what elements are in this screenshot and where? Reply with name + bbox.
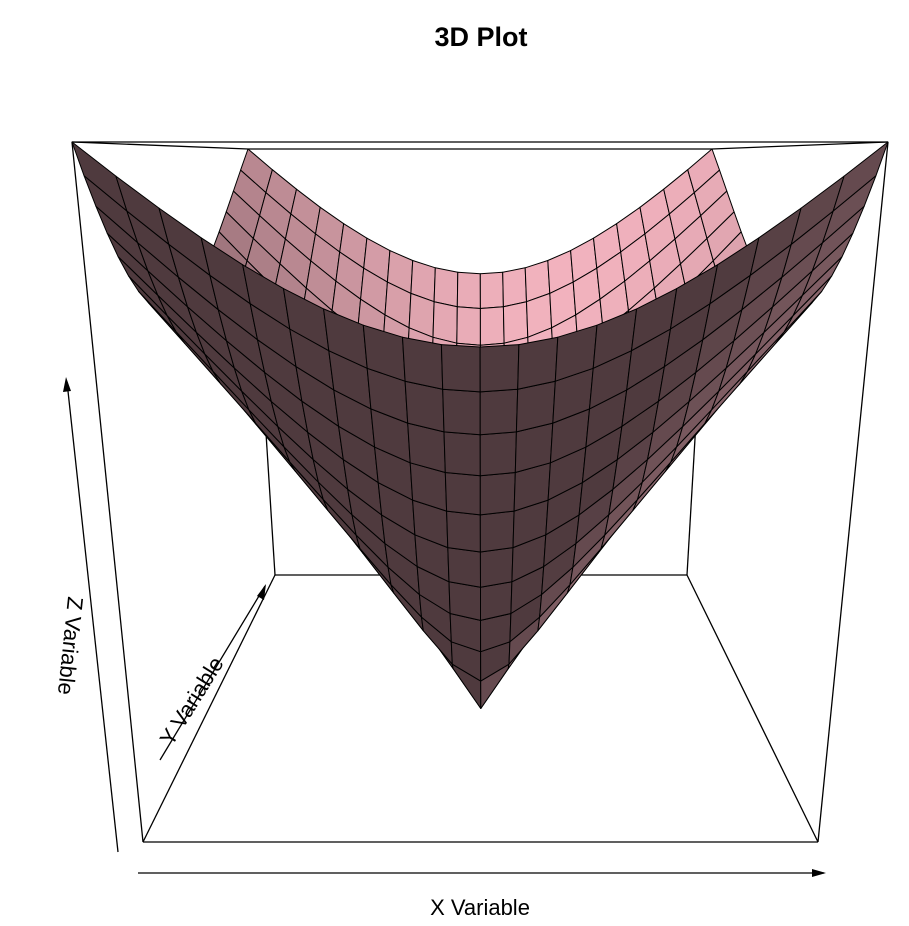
surface-facet	[479, 306, 505, 346]
surface-facet	[479, 547, 514, 588]
surface-facet	[402, 336, 444, 390]
surface-facet	[456, 306, 481, 346]
z-axis-arrow	[66, 381, 119, 853]
box-edge-front-right-vertical	[817, 141, 889, 843]
surface-facet	[448, 581, 481, 621]
surface-facet	[442, 388, 481, 436]
surface-facet	[440, 344, 481, 393]
surface-facet	[832, 141, 889, 212]
x-axis-label: X Variable	[430, 895, 530, 920]
box-edge-bottom-right	[686, 574, 819, 843]
surface-facet	[502, 301, 529, 344]
y-axis-label: Y Variable	[155, 652, 229, 750]
surface-facet	[447, 547, 481, 588]
surface-facet	[432, 301, 458, 344]
z-axis-label: Z Variable	[53, 595, 88, 696]
surface-facet	[444, 472, 481, 516]
front-box	[71, 141, 889, 843]
box-edge-bottom-left	[142, 574, 276, 843]
surface-facet	[479, 388, 519, 436]
surface-facet	[517, 336, 559, 390]
x-axis: X Variable	[138, 869, 826, 920]
surface-facet	[446, 510, 481, 553]
z-axis: Z Variable	[53, 377, 119, 853]
y-axis-arrowhead	[257, 584, 266, 600]
surface-facet	[479, 510, 515, 553]
surface-facet	[456, 271, 481, 309]
surface-facet	[479, 472, 516, 516]
box-edge-top-left	[71, 141, 249, 150]
surface-facet	[479, 271, 504, 309]
z-axis-arrowhead	[63, 377, 71, 392]
surface-facet	[443, 431, 481, 477]
surface-facet	[479, 431, 517, 477]
surface-mesh	[71, 141, 889, 709]
box-edge-top-right	[711, 141, 889, 150]
chart-title: 3D Plot	[434, 22, 527, 52]
surface-facet	[479, 344, 520, 393]
surface-facet	[502, 267, 527, 308]
x-axis-arrowhead	[812, 869, 826, 877]
surface-facet	[404, 380, 445, 433]
y-axis: Y Variable	[155, 584, 266, 761]
y-axis-arrow	[159, 585, 266, 761]
surface-facet	[433, 267, 459, 308]
surface-facet	[515, 380, 556, 433]
surface-facet	[480, 581, 513, 621]
box-edge-front-left-vertical	[71, 141, 144, 843]
